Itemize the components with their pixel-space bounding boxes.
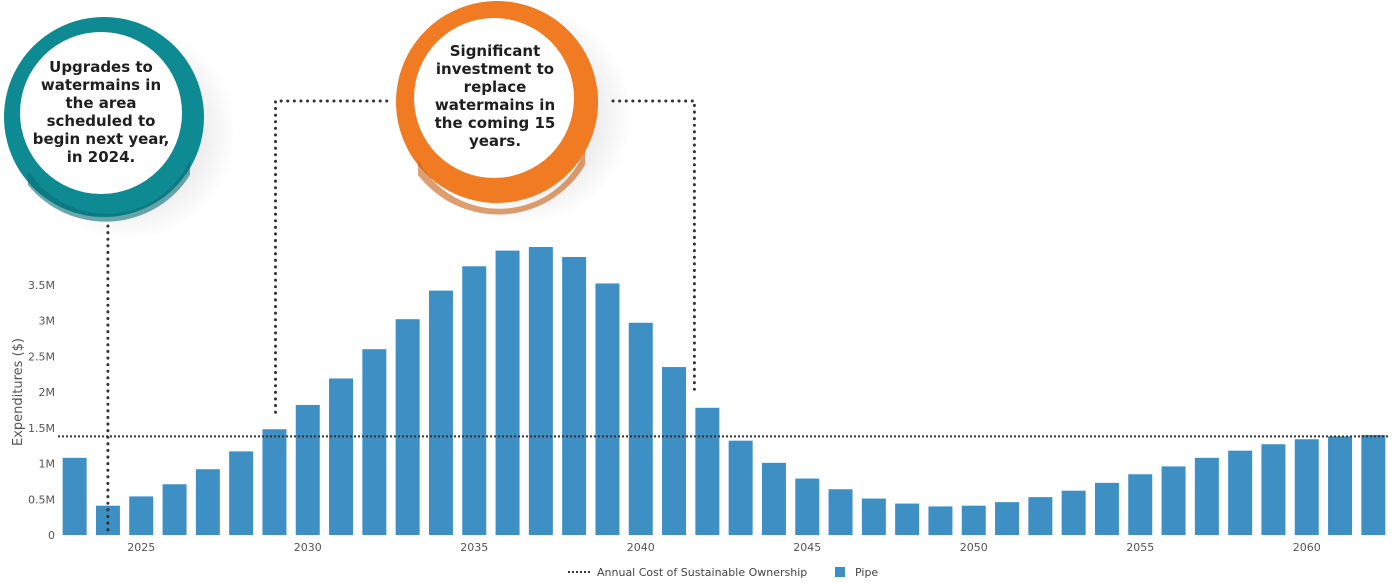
legend-bar-swatch [835,567,845,577]
callout-circle-teal [4,17,236,240]
x-axis-ticks: 2025 2030 2035 2040 2045 2050 2055 2060 [127,541,1321,554]
bar-2048 [895,503,920,535]
bar-2052 [1028,497,1053,535]
bar-2060 [1294,439,1319,535]
y-tick-0: 0 [48,529,55,542]
y-tick-3M: 3M [39,315,56,328]
bar-2027 [195,469,220,535]
bar-2053 [1061,490,1086,535]
bar-series-pipe [62,247,1386,535]
bar-2026 [162,484,187,535]
connector-2029-2042 [274,99,696,414]
bar-2040 [628,322,653,535]
bar-2044 [761,462,786,535]
y-tick-1M: 1M [39,458,56,471]
x-tick-2055: 2055 [1126,541,1154,554]
y-tick-0.5M: 0.5M [28,493,55,506]
bar-2031 [329,378,354,535]
bar-2029 [262,429,287,535]
bar-2050 [961,505,986,535]
x-tick-2045: 2045 [793,541,821,554]
x-tick-2050: 2050 [960,541,988,554]
bar-2035 [462,266,487,535]
bar-2037 [528,247,553,535]
bar-2032 [362,349,387,535]
legend-label-sustainable: Annual Cost of Sustainable Ownership [597,566,807,579]
bar-2023 [62,457,87,535]
bar-2045 [795,478,820,535]
bar-2046 [828,489,853,535]
y-axis-label: Expenditures ($) [11,338,26,446]
bar-2030 [295,404,320,535]
bar-2059 [1261,444,1286,535]
bar-2062 [1361,434,1386,535]
bar-2054 [1094,482,1119,535]
callout-text-2024: Upgrades to watermains in the area sched… [32,58,170,166]
bar-2039 [595,283,620,535]
callout-text-investment: Significant investment to replace waterm… [434,42,556,150]
bar-2028 [229,451,254,535]
bar-2034 [428,290,453,535]
bar-2051 [995,502,1020,535]
bar-2061 [1328,436,1353,535]
bar-2025 [129,496,154,535]
legend: Annual Cost of Sustainable Ownership Pip… [568,566,878,579]
bar-2033 [395,319,420,535]
bar-2042 [695,407,720,535]
bar-2038 [562,257,587,535]
x-tick-2060: 2060 [1293,541,1321,554]
bar-2056 [1161,466,1186,535]
bar-2024 [95,505,120,535]
bar-2041 [662,367,687,535]
bar-2043 [728,440,753,535]
y-tick-2.5M: 2.5M [28,350,55,363]
y-tick-3.5M: 3.5M [28,279,55,292]
bar-2036 [495,250,520,535]
callout-circle-orange [396,1,632,225]
bar-2055 [1128,474,1153,535]
bar-2057 [1194,457,1219,535]
x-tick-2030: 2030 [294,541,322,554]
x-tick-2035: 2035 [460,541,488,554]
x-tick-2040: 2040 [627,541,655,554]
y-tick-1.5M: 1.5M [28,422,55,435]
y-tick-2M: 2M [39,386,56,399]
bar-2058 [1228,450,1253,535]
callout-connectors [106,99,696,532]
legend-label-pipe: Pipe [855,566,878,579]
y-axis-ticks: 0 0.5M 1M 1.5M 2M 2.5M 3M 3.5M [28,279,55,542]
x-tick-2025: 2025 [127,541,155,554]
bar-2047 [861,498,886,535]
bar-2049 [928,506,953,535]
